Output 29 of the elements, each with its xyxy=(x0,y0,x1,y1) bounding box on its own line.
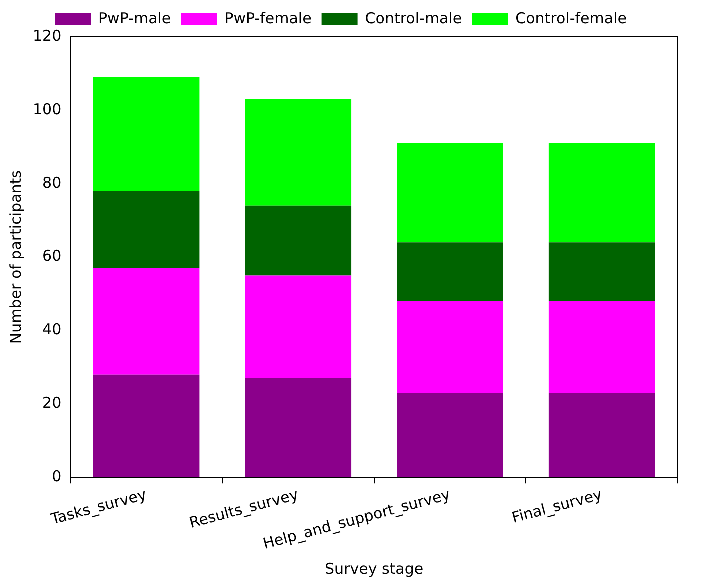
y-tick-label: 100 xyxy=(32,100,62,118)
y-axis-title: Number of participants xyxy=(6,170,25,344)
bar xyxy=(245,206,352,276)
bar xyxy=(93,268,200,375)
y-tick-label: 20 xyxy=(42,394,62,412)
bar xyxy=(93,374,200,478)
bar xyxy=(245,378,352,478)
y-tick-label: 60 xyxy=(42,247,62,266)
bar xyxy=(548,143,656,243)
bar xyxy=(93,191,200,268)
legend-label: Control-male xyxy=(365,9,462,28)
x-axis-title: Survey stage xyxy=(325,560,424,578)
bar xyxy=(245,99,352,206)
bar xyxy=(397,143,504,243)
bar xyxy=(397,301,504,394)
y-tick-label: 80 xyxy=(42,174,62,192)
bar xyxy=(93,77,200,192)
bar xyxy=(548,393,656,478)
bar xyxy=(397,393,504,478)
legend-label: Control-female xyxy=(516,9,627,28)
y-tick-label: 40 xyxy=(42,320,62,339)
bar xyxy=(548,301,656,394)
legend-label: PwP-male xyxy=(98,9,172,28)
y-tick-label: 120 xyxy=(32,26,62,45)
bar xyxy=(548,242,656,302)
bar xyxy=(397,242,504,302)
bar xyxy=(245,276,352,379)
legend-label: PwP-female xyxy=(224,9,312,28)
y-tick-label: 0 xyxy=(52,468,62,486)
